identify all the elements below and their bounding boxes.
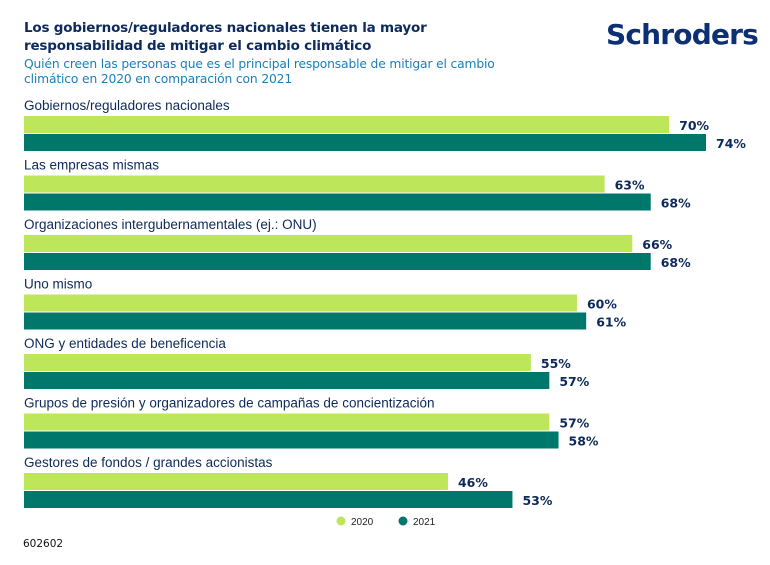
category-label: Uno mismo	[24, 277, 92, 292]
value-label-2020: 63%	[615, 178, 645, 193]
bar-2020	[24, 116, 670, 133]
bar-2020	[24, 473, 448, 490]
category-label: Las empresas mismas	[24, 158, 159, 173]
category-label: Gobiernos/reguladores nacionales	[24, 98, 230, 113]
value-label-2021: 57%	[559, 374, 589, 389]
value-label-2021: 68%	[661, 196, 691, 211]
value-label-2021: 61%	[596, 315, 626, 330]
bar-2021	[24, 372, 550, 389]
bar-2021	[24, 431, 559, 449]
category-label: Grupos de presión y organizadores de cam…	[24, 396, 435, 411]
bar-2020	[24, 175, 605, 193]
value-label-2021: 53%	[522, 493, 552, 508]
value-label-2020: 70%	[679, 118, 709, 133]
value-label-2021: 74%	[716, 136, 746, 151]
bar-2020	[24, 413, 550, 431]
value-label-2021: 68%	[661, 255, 691, 270]
schroders-logo: Schroders	[606, 18, 759, 51]
bar-2021	[24, 491, 513, 508]
legend-label-2021: 2021	[413, 517, 436, 528]
legend-swatch-2021	[398, 516, 408, 526]
legend-swatch-2020	[336, 516, 346, 526]
category-label: Organizaciones intergubernamentales (ej.…	[24, 217, 317, 232]
bar-2020	[24, 354, 531, 371]
bar-2020	[24, 235, 633, 252]
chart-subtitle: Quién creen las personas que es el princ…	[24, 57, 495, 86]
bar-2021	[24, 134, 706, 151]
value-label-2020: 55%	[541, 356, 571, 371]
footnote-code: 602602	[23, 538, 64, 550]
bar-2021	[24, 312, 587, 330]
bar-2020	[24, 294, 577, 312]
value-label-2021: 58%	[569, 434, 599, 449]
category-label: Gestores de fondos / grandes accionistas	[24, 455, 273, 470]
value-label-2020: 66%	[642, 237, 672, 252]
category-label: ONG y entidades de beneficencia	[24, 336, 226, 351]
bar-2021	[24, 253, 651, 270]
legend-label-2020: 2020	[351, 517, 374, 528]
value-label-2020: 57%	[559, 416, 589, 431]
value-label-2020: 46%	[458, 475, 488, 490]
bar-2021	[24, 193, 651, 211]
value-label-2020: 60%	[587, 297, 617, 312]
chart-title: Los gobiernos/reguladores nacionales tie…	[24, 20, 427, 54]
